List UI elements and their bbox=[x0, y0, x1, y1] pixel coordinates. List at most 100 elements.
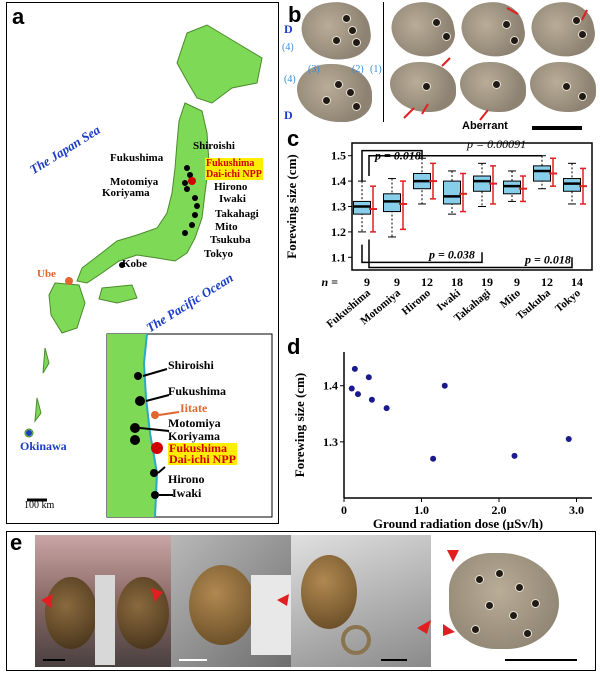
label-okinawa: Okinawa bbox=[20, 439, 67, 453]
label-shiroishi: Shiroishi bbox=[193, 140, 235, 152]
scatter-point bbox=[368, 396, 375, 403]
n-value: 12 bbox=[541, 275, 553, 289]
box-rect bbox=[563, 178, 581, 192]
box-rect bbox=[503, 180, 521, 195]
x-tick-label: 1.0 bbox=[414, 503, 429, 517]
x-axis-label: Ground radiation dose (µSv/h) bbox=[373, 516, 543, 530]
n-value: 12 bbox=[421, 275, 433, 289]
head-profile-photo bbox=[291, 535, 431, 667]
label-fukushima: Fukushima bbox=[110, 152, 164, 164]
box-rect bbox=[353, 200, 371, 215]
panel-b-letter: b bbox=[288, 2, 302, 27]
p-value-annotation: p = 0.00091 bbox=[466, 137, 526, 151]
photo-panel bbox=[6, 531, 596, 671]
panel-e-letter: e bbox=[10, 530, 23, 555]
y-tick-label: 1.4 bbox=[331, 174, 346, 188]
npp-label-line2: Dai-ichi NPP bbox=[205, 169, 263, 180]
panel-d-letter: d bbox=[287, 334, 301, 359]
n-label: n = bbox=[321, 275, 338, 289]
scatter-point bbox=[365, 374, 372, 381]
box-rect bbox=[533, 165, 551, 182]
n-value: 9 bbox=[514, 275, 520, 289]
y-tick-label: 1.5 bbox=[331, 149, 346, 163]
inset-npp-label: Fukushima Dai-ichi NPP bbox=[168, 442, 237, 466]
normal-hindwing-image bbox=[297, 64, 372, 122]
scatter-point bbox=[441, 382, 448, 389]
scatter-chart: 1.3 1.4 0 1.0 2.0 3.0 Ground radiation dose (µ… bbox=[292, 352, 592, 530]
map-panel bbox=[6, 2, 279, 524]
category-label: Tokyo bbox=[553, 287, 583, 315]
panel-a-letter: a bbox=[12, 4, 25, 29]
p-value-annotation: p = 0.018 bbox=[524, 253, 571, 267]
part-label-3: (3) bbox=[308, 64, 320, 75]
wing-scale-bar bbox=[532, 126, 582, 130]
label-iwaki: Iwaki bbox=[219, 193, 246, 205]
category-label: Tsukuba bbox=[514, 287, 553, 323]
part-label-4b: (4) bbox=[284, 74, 296, 85]
box-rect bbox=[383, 193, 401, 213]
right-eye bbox=[117, 577, 169, 649]
significance-bracket bbox=[368, 239, 573, 269]
inset-label-koriyama: Koriyama bbox=[168, 429, 220, 443]
npp-label-line1: Fukushima bbox=[205, 158, 263, 169]
n-value: 9 bbox=[394, 275, 400, 289]
scatter-point bbox=[348, 385, 355, 392]
part-label-4a: (4) bbox=[282, 42, 294, 53]
inset-label-motomiya: Motomiya bbox=[168, 416, 221, 430]
d-label-top: D bbox=[284, 22, 293, 36]
y-tick-label: 1.3 bbox=[331, 200, 346, 214]
label-mito: Mito bbox=[215, 221, 238, 233]
inset-label-iitate: Iitate bbox=[180, 401, 208, 415]
part-label-1: (1) bbox=[370, 64, 382, 75]
label-motomiya: Motomiya bbox=[110, 176, 159, 188]
scatter-point bbox=[383, 405, 390, 412]
photo-arrowheads bbox=[41, 550, 459, 636]
inset-npp-line1: Fukushima bbox=[168, 442, 237, 454]
label-koriyama: Koriyama bbox=[102, 187, 150, 199]
significance-bracket bbox=[368, 154, 542, 177]
p-value-annotation: p = 0.038 bbox=[428, 248, 475, 262]
x-tick-label: 0 bbox=[341, 503, 347, 517]
label-kobe: Kobe bbox=[122, 258, 148, 270]
label-ube: Ube bbox=[37, 268, 56, 280]
n-value: 18 bbox=[451, 275, 463, 289]
y-tick-label: 1.3 bbox=[323, 435, 338, 449]
butterfly-photo bbox=[435, 535, 591, 667]
aberrant-arrows bbox=[403, 7, 588, 121]
y-tick-label: 1.1 bbox=[331, 250, 346, 264]
x-tick-label: 3.0 bbox=[569, 503, 584, 517]
n-value: 9 bbox=[364, 275, 370, 289]
part-label-2: (2) bbox=[352, 64, 364, 75]
inset-label-iwaki: Iwaki bbox=[172, 486, 202, 500]
n-value: 19 bbox=[481, 275, 493, 289]
npp-label: Fukushima Dai-ichi NPP bbox=[205, 158, 263, 180]
p-value-annotation: p = 0.018 bbox=[374, 149, 421, 163]
inset-label-fukushima: Fukushima bbox=[168, 384, 227, 398]
y-tick-label: 1.4 bbox=[323, 379, 338, 393]
inset-label-hirono: Hirono bbox=[168, 472, 205, 486]
x-tick-label: 2.0 bbox=[492, 503, 507, 517]
box-rect bbox=[473, 175, 491, 192]
japan-map bbox=[24, 24, 273, 518]
panel-c-letter: c bbox=[287, 126, 300, 151]
y-axis-label: Forewing size (cm) bbox=[292, 373, 307, 477]
scatter-point bbox=[430, 455, 437, 462]
category-label: Mito bbox=[498, 287, 523, 311]
scatter-point bbox=[354, 391, 361, 398]
box-rect bbox=[443, 180, 461, 205]
head-side-photo bbox=[171, 535, 291, 667]
aberrant-label: Aberrant bbox=[462, 120, 508, 132]
category-label: Hirono bbox=[400, 287, 434, 318]
scale-label: 100 km bbox=[24, 500, 55, 511]
significance-bracket bbox=[361, 149, 423, 182]
wing-divider bbox=[383, 2, 384, 122]
left-eye bbox=[45, 577, 97, 649]
y-tick-label: 1.2 bbox=[331, 225, 346, 239]
y-axis-label: Forewing size (cm) bbox=[284, 154, 299, 258]
significance-bracket bbox=[361, 244, 483, 264]
inset-npp-line2: Dai-ichi NPP bbox=[168, 452, 237, 466]
n-value: 14 bbox=[571, 275, 583, 289]
label-takahagi: Takahagi bbox=[215, 208, 259, 220]
inset-label-shiroishi: Shiroishi bbox=[168, 358, 214, 372]
label-tokyo: Tokyo bbox=[204, 248, 233, 260]
